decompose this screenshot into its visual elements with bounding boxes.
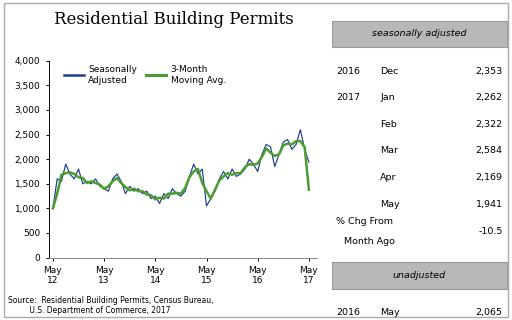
Text: 2,322: 2,322 — [476, 120, 503, 129]
Text: 1,941: 1,941 — [476, 199, 503, 209]
Text: Residential Building Permits: Residential Building Permits — [54, 11, 294, 28]
Text: Dec: Dec — [380, 67, 399, 76]
Text: Apr: Apr — [380, 173, 397, 182]
Text: 2,584: 2,584 — [476, 146, 503, 156]
Text: seasonally adjusted: seasonally adjusted — [372, 29, 466, 38]
Text: Feb: Feb — [380, 120, 397, 129]
Text: 2,353: 2,353 — [476, 67, 503, 76]
Text: 2016: 2016 — [336, 67, 360, 76]
Text: % Chg From: % Chg From — [336, 217, 393, 226]
Text: unadjusted: unadjusted — [393, 271, 446, 280]
Text: Mar: Mar — [380, 146, 398, 156]
Text: -10.5: -10.5 — [478, 227, 503, 236]
Legend: Seasonally
Adjusted, 3-Month
Moving Avg.: Seasonally Adjusted, 3-Month Moving Avg. — [64, 65, 226, 85]
Text: May: May — [380, 199, 400, 209]
Text: 2,262: 2,262 — [476, 93, 503, 102]
Text: 2017: 2017 — [336, 93, 360, 102]
Text: 2,169: 2,169 — [476, 173, 503, 182]
Text: May: May — [380, 308, 400, 317]
Text: Jan: Jan — [380, 93, 395, 102]
Text: Month Ago: Month Ago — [344, 237, 394, 246]
Text: Source:  Residential Building Permits, Census Bureau,
         U.S. Department o: Source: Residential Building Permits, Ce… — [8, 296, 213, 315]
Text: 2,065: 2,065 — [476, 308, 503, 317]
Text: 2016: 2016 — [336, 308, 360, 317]
